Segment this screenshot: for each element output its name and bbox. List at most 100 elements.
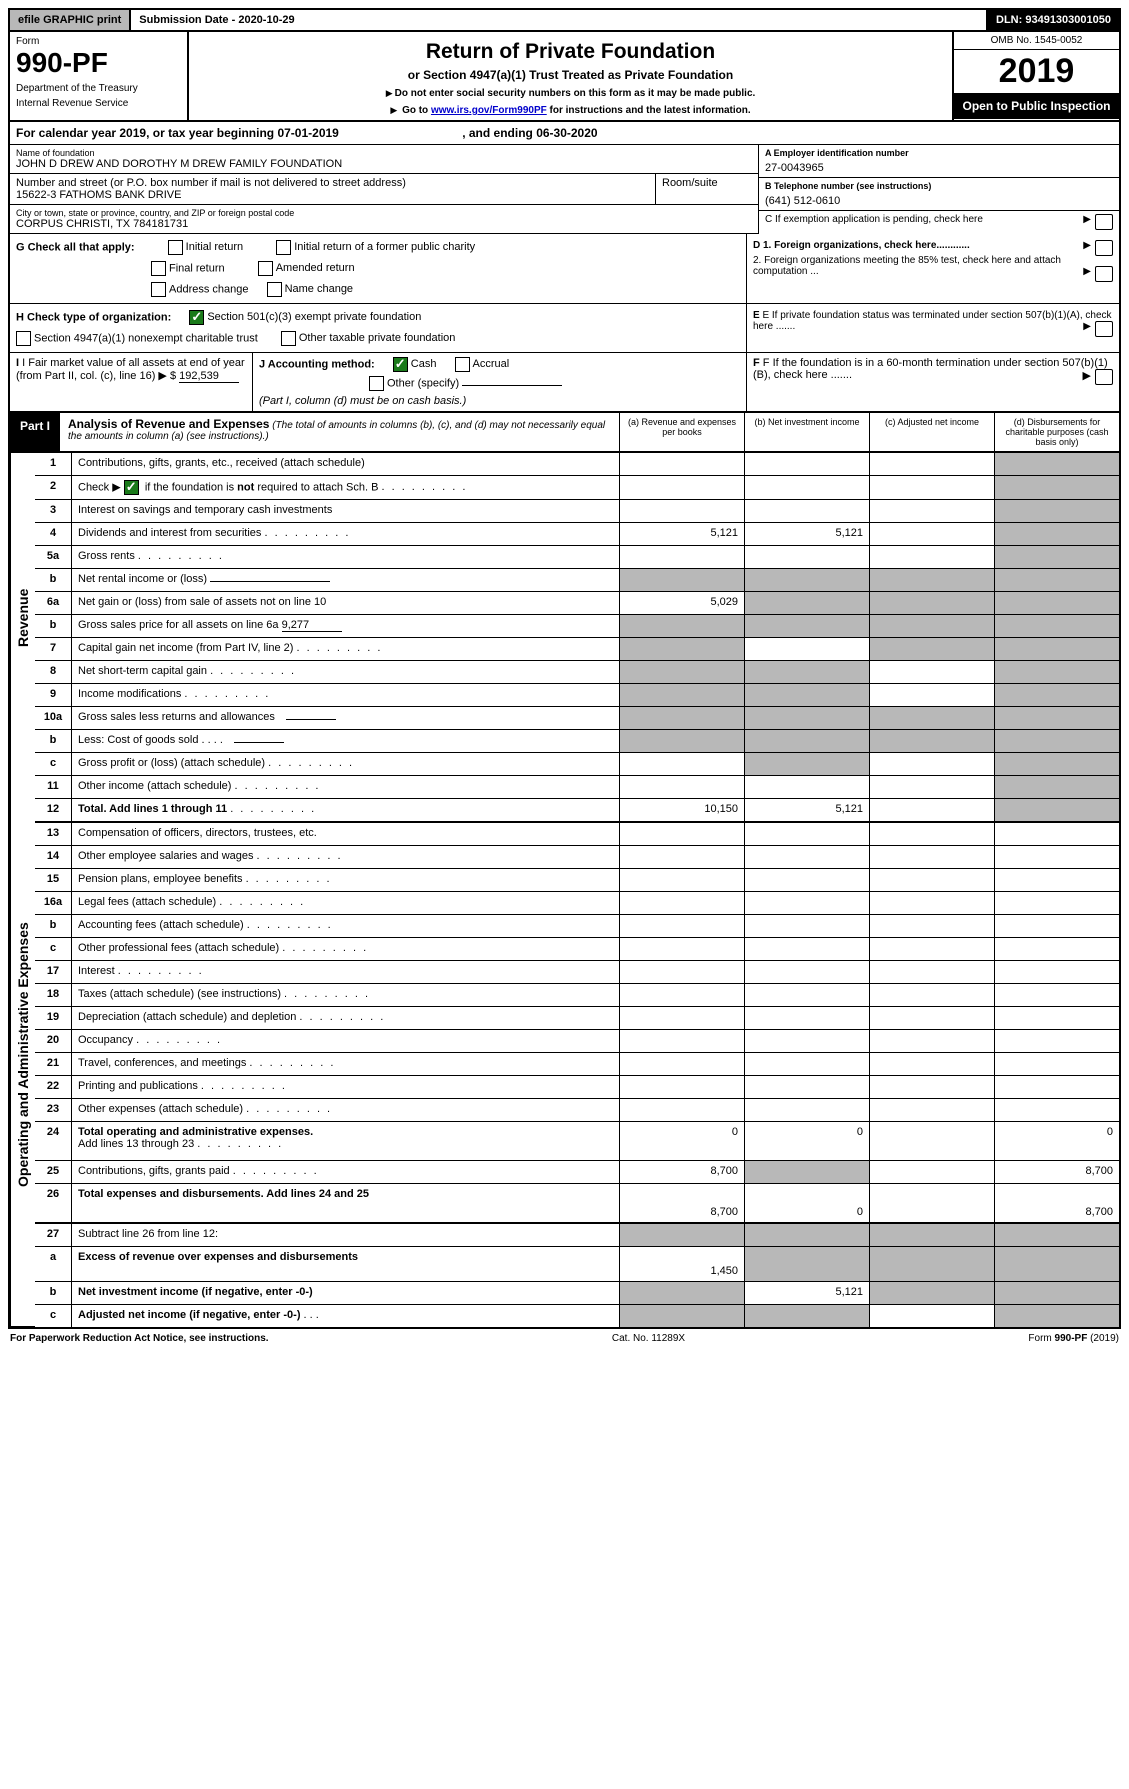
f-label: F If the foundation is in a 60-month ter… — [753, 357, 1108, 381]
row-6a: 6aNet gain or (loss) from sale of assets… — [35, 592, 1119, 615]
section-ij: I I Fair market value of all assets at e… — [8, 353, 1121, 413]
footer-center: Cat. No. 11289X — [612, 1333, 685, 1344]
row-24: 24Total operating and administrative exp… — [35, 1122, 1119, 1161]
g-label: G Check all that apply: — [16, 241, 135, 253]
col-a-header: (a) Revenue and expenses per books — [619, 413, 744, 451]
info-block: Name of foundation JOHN D DREW AND DOROT… — [8, 145, 1121, 234]
row-2: 2Check ▶ if the foundation is not requir… — [35, 476, 1119, 500]
row-8: 8Net short-term capital gain — [35, 661, 1119, 684]
calendar-year-row: For calendar year 2019, or tax year begi… — [8, 122, 1121, 145]
dept-irs: Internal Revenue Service — [16, 98, 181, 109]
efile-label[interactable]: efile GRAPHIC print — [10, 10, 131, 30]
row-27a: aExcess of revenue over expenses and dis… — [35, 1247, 1119, 1282]
part1-header: Part I Analysis of Revenue and Expenses … — [8, 413, 1121, 453]
initial-former-checkbox[interactable] — [276, 240, 291, 255]
f-checkbox[interactable] — [1095, 369, 1113, 385]
row-26: 26Total expenses and disbursements. Add … — [35, 1184, 1119, 1224]
submission-date: Submission Date - 2020-10-29 — [131, 10, 988, 30]
address-change-checkbox[interactable] — [151, 282, 166, 297]
e-label: E If private foundation status was termi… — [753, 310, 1112, 332]
j-note: (Part I, column (d) must be on cash basi… — [259, 395, 740, 407]
col-c-header: (c) Adjusted net income — [869, 413, 994, 451]
omb-number: OMB No. 1545-0052 — [954, 32, 1119, 50]
section-h: H Check type of organization: Section 50… — [8, 304, 1121, 353]
row-15: 15Pension plans, employee benefits — [35, 869, 1119, 892]
row-5b: bNet rental income or (loss) — [35, 569, 1119, 592]
row-25: 25Contributions, gifts, grants paid 8,70… — [35, 1161, 1119, 1184]
form-subtitle: or Section 4947(a)(1) Trust Treated as P… — [193, 68, 948, 82]
dln: DLN: 93491303001050 — [988, 10, 1119, 30]
part1-table: Revenue Operating and Administrative Exp… — [8, 453, 1121, 1329]
row-16a: 16aLegal fees (attach schedule) — [35, 892, 1119, 915]
header-center: Return of Private Foundation or Section … — [189, 32, 954, 120]
note-ssn: Do not enter social security numbers on … — [193, 88, 948, 99]
row-10a: 10aGross sales less returns and allowanc… — [35, 707, 1119, 730]
final-return-checkbox[interactable] — [151, 261, 166, 276]
column-headers: (a) Revenue and expenses per books (b) N… — [619, 413, 1119, 451]
row-27: 27Subtract line 26 from line 12: — [35, 1224, 1119, 1247]
footer-left: For Paperwork Reduction Act Notice, see … — [10, 1333, 269, 1344]
part1-title: Analysis of Revenue and Expenses (The to… — [60, 413, 619, 451]
row-1: 1Contributions, gifts, grants, etc., rec… — [35, 453, 1119, 476]
col-d-header: (d) Disbursements for charitable purpose… — [994, 413, 1119, 451]
amended-checkbox[interactable] — [258, 261, 273, 276]
form-label: Form — [16, 36, 181, 47]
footer-right: Form 990-PF (2019) — [1028, 1333, 1119, 1344]
4947-checkbox[interactable] — [16, 331, 31, 346]
initial-return-checkbox[interactable] — [168, 240, 183, 255]
city-row: City or town, state or province, country… — [10, 205, 758, 234]
row-17: 17Interest — [35, 961, 1119, 984]
row-16c: cOther professional fees (attach schedul… — [35, 938, 1119, 961]
row-10b: bLess: Cost of goods sold . . . . — [35, 730, 1119, 753]
row-10c: cGross profit or (loss) (attach schedule… — [35, 753, 1119, 776]
other-taxable-checkbox[interactable] — [281, 331, 296, 346]
501c3-checkbox[interactable] — [189, 310, 204, 325]
section-g: G Check all that apply: Initial return I… — [8, 234, 1121, 304]
row-7: 7Capital gain net income (from Part IV, … — [35, 638, 1119, 661]
row-11: 11Other income (attach schedule) — [35, 776, 1119, 799]
row-12: 12Total. Add lines 1 through 11 10,1505,… — [35, 799, 1119, 823]
d1-checkbox[interactable] — [1095, 240, 1113, 256]
cash-checkbox[interactable] — [393, 357, 408, 372]
page-footer: For Paperwork Reduction Act Notice, see … — [8, 1329, 1121, 1348]
row-13: 13Compensation of officers, directors, t… — [35, 823, 1119, 846]
accrual-checkbox[interactable] — [455, 357, 470, 372]
foundation-name-row: Name of foundation JOHN D DREW AND DOROT… — [10, 145, 758, 174]
open-public-badge: Open to Public Inspection — [954, 93, 1119, 119]
address-row: Number and street (or P.O. box number if… — [10, 174, 758, 205]
row-14: 14Other employee salaries and wages — [35, 846, 1119, 869]
irs-link[interactable]: www.irs.gov/Form990PF — [431, 105, 547, 116]
exemption-row: C If exemption application is pending, c… — [759, 211, 1119, 228]
row-3: 3Interest on savings and temporary cash … — [35, 500, 1119, 523]
d2-label: 2. Foreign organizations meeting the 85%… — [753, 255, 1061, 277]
phone-row: B Telephone number (see instructions) (6… — [759, 178, 1119, 211]
exemption-checkbox[interactable] — [1095, 214, 1113, 230]
form-number: 990-PF — [16, 47, 181, 79]
row-27b: bNet investment income (if negative, ent… — [35, 1282, 1119, 1305]
row-23: 23Other expenses (attach schedule) — [35, 1099, 1119, 1122]
header-right: OMB No. 1545-0052 2019 Open to Public In… — [954, 32, 1119, 120]
form-header: Form 990-PF Department of the Treasury I… — [8, 32, 1121, 122]
e-checkbox[interactable] — [1095, 321, 1113, 337]
part1-label: Part I — [10, 413, 60, 451]
h-label: H Check type of organization: — [16, 311, 171, 323]
row-22: 22Printing and publications — [35, 1076, 1119, 1099]
form-title: Return of Private Foundation — [193, 40, 948, 64]
note-link: Go to www.irs.gov/Form990PF for instruct… — [193, 105, 948, 116]
row-9: 9Income modifications — [35, 684, 1119, 707]
other-method-checkbox[interactable] — [369, 376, 384, 391]
sch-b-checkbox[interactable] — [124, 480, 139, 495]
row-21: 21Travel, conferences, and meetings — [35, 1053, 1119, 1076]
revenue-side-label: Revenue — [10, 453, 35, 783]
d2-checkbox[interactable] — [1095, 266, 1113, 282]
tax-year: 2019 — [954, 50, 1119, 93]
row-27c: cAdjusted net income (if negative, enter… — [35, 1305, 1119, 1327]
row-6b: bGross sales price for all assets on lin… — [35, 615, 1119, 638]
j-label: J Accounting method: — [259, 358, 375, 370]
top-bar: efile GRAPHIC print Submission Date - 20… — [8, 8, 1121, 32]
d1-label: D 1. Foreign organizations, check here..… — [753, 240, 970, 251]
row-16b: bAccounting fees (attach schedule) — [35, 915, 1119, 938]
row-19: 19Depreciation (attach schedule) and dep… — [35, 1007, 1119, 1030]
name-change-checkbox[interactable] — [267, 282, 282, 297]
col-b-header: (b) Net investment income — [744, 413, 869, 451]
